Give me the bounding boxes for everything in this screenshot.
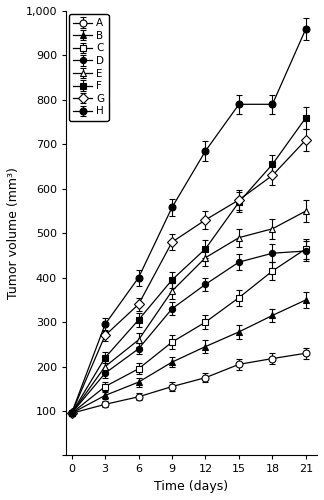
Legend: A, B, C, D, E, F, G, H: A, B, C, D, E, F, G, H xyxy=(69,14,109,120)
Y-axis label: Tumor volume (mm³): Tumor volume (mm³) xyxy=(7,168,20,299)
X-axis label: Time (days): Time (days) xyxy=(155,480,229,493)
